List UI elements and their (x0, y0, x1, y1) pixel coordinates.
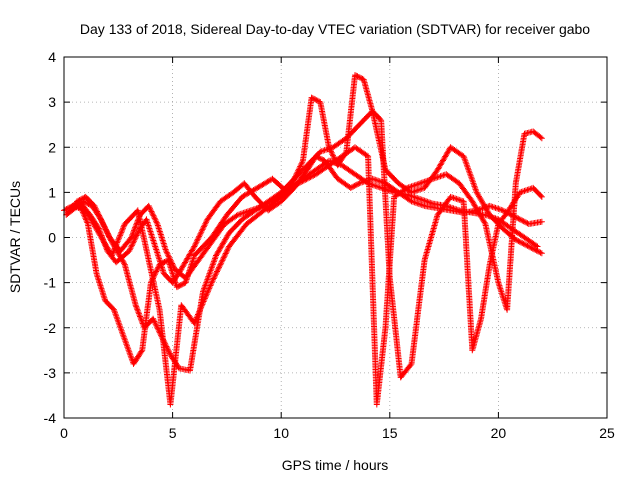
data-points (61, 72, 545, 408)
y-tick-label: 1 (48, 184, 56, 200)
x-tick-label: 20 (491, 425, 507, 441)
y-tick-label: 2 (48, 139, 56, 155)
x-tick-label: 15 (382, 425, 398, 441)
y-tick-label: -1 (44, 275, 57, 291)
y-tick-label: 3 (48, 94, 56, 110)
axis-ticks (63, 56, 608, 419)
x-axis-label: GPS time / hours (282, 457, 389, 473)
tick-labels: 0 5 10 15 20 25 -4 -3 -2 -1 0 1 2 3 4 (44, 49, 615, 441)
x-tick-label: 5 (169, 425, 177, 441)
x-tick-label: 0 (60, 425, 68, 441)
y-tick-label: -4 (44, 410, 57, 426)
data-point-marks (65, 108, 545, 374)
y-tick-label: -2 (44, 320, 57, 336)
series-track-3 (65, 108, 545, 374)
y-tick-label: 4 (48, 49, 56, 65)
x-tick-label: 25 (599, 425, 615, 441)
series-track-5 (69, 128, 545, 408)
series-track-4 (67, 72, 545, 381)
y-tick-label: 0 (48, 230, 56, 246)
x-tick-label: 10 (273, 425, 289, 441)
y-tick-label: -3 (44, 365, 57, 381)
y-axis-label: SDTVAR / TECUs (7, 181, 23, 293)
data-point-marks (69, 128, 545, 408)
chart-title: Day 133 of 2018, Sidereal Day-to-day VTE… (80, 21, 590, 37)
data-point-marks (67, 72, 545, 381)
